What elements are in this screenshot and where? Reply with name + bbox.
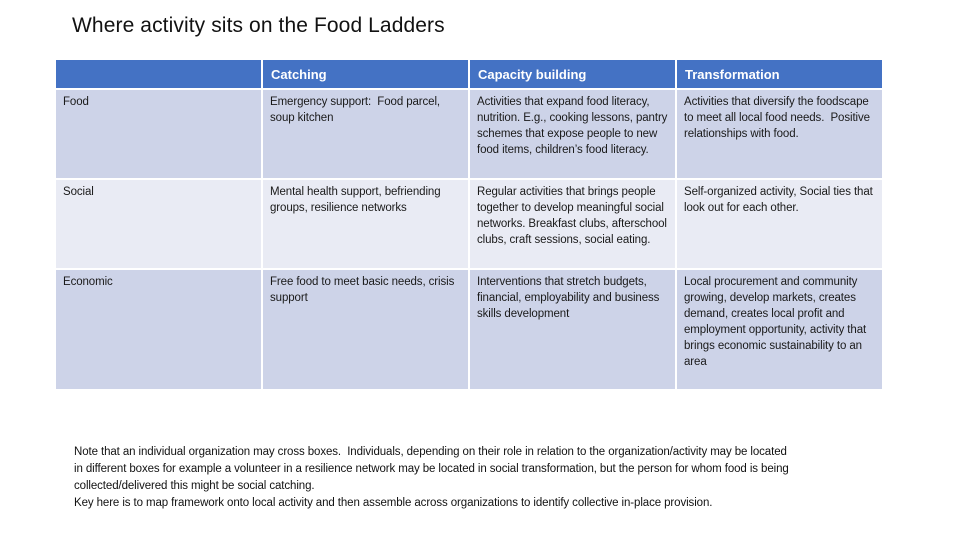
footnote-line: in different boxes for example a volunte…: [74, 463, 789, 475]
footnote-block: Note that an individual organization may…: [74, 444, 789, 512]
row-label-food: Food: [56, 90, 261, 178]
cell-economic-transformation: Local procurement and community growing,…: [677, 270, 882, 389]
table-row-food: Food Emergency support: Food parcel, sou…: [56, 90, 882, 178]
cell-food-transformation: Activities that diversify the foodscape …: [677, 90, 882, 178]
header-cell-capacity-building: Capacity building: [470, 60, 675, 88]
cell-economic-capacity-building: Interventions that stretch budgets, fina…: [470, 270, 675, 389]
cell-social-catching: Mental health support, befriending group…: [263, 180, 468, 268]
cell-food-catching: Emergency support: Food parcel, soup kit…: [263, 90, 468, 178]
cell-social-transformation: Self-organized activity, Social ties tha…: [677, 180, 882, 268]
cell-social-capacity-building: Regular activities that brings people to…: [470, 180, 675, 268]
footnote-line: collected/delivered this might be social…: [74, 480, 315, 492]
slide-title: Where activity sits on the Food Ladders: [72, 14, 445, 37]
header-cell-catching: Catching: [263, 60, 468, 88]
header-cell-blank: [56, 60, 261, 88]
footnote-line: Note that an individual organization may…: [74, 446, 787, 458]
row-label-social: Social: [56, 180, 261, 268]
food-ladders-table: Catching Capacity building Transformatio…: [54, 58, 884, 391]
footnote-line: Key here is to map framework onto local …: [74, 497, 713, 509]
table-row-social: Social Mental health support, befriendin…: [56, 180, 882, 268]
cell-economic-catching: Free food to meet basic needs, crisis su…: [263, 270, 468, 389]
table-row-economic: Economic Free food to meet basic needs, …: [56, 270, 882, 389]
table-header-row: Catching Capacity building Transformatio…: [56, 60, 882, 88]
row-label-economic: Economic: [56, 270, 261, 389]
cell-food-capacity-building: Activities that expand food literacy, nu…: [470, 90, 675, 178]
header-cell-transformation: Transformation: [677, 60, 882, 88]
